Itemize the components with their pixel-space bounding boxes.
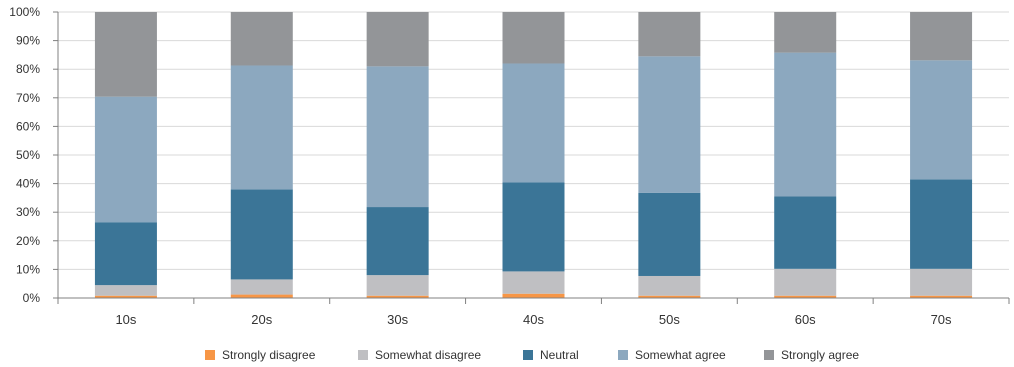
y-tick-label: 20% — [16, 234, 40, 248]
bar-segment — [910, 295, 973, 298]
bar-segment — [502, 182, 565, 272]
bar-segment — [774, 52, 837, 197]
x-tick-label: 40s — [523, 312, 544, 327]
y-tick-label: 90% — [16, 34, 40, 48]
y-tick-label: 30% — [16, 205, 40, 219]
bar-segment — [910, 60, 973, 180]
bar-segment — [774, 12, 837, 53]
legend-label: Strongly agree — [781, 348, 859, 362]
bar-segment — [366, 12, 429, 67]
bar-segment — [94, 222, 157, 286]
x-tick-label: 20s — [251, 312, 272, 327]
bar-segment — [638, 295, 701, 298]
legend-swatch — [764, 350, 774, 360]
bar-segment — [502, 63, 565, 183]
legend: Strongly disagree Somewhat disagree Neutra… — [205, 348, 859, 362]
bar-segment — [774, 295, 837, 298]
legend-label: Somewhat agree — [635, 348, 726, 362]
legend-swatch — [523, 350, 533, 360]
bar-segment — [94, 295, 157, 298]
bars — [94, 12, 973, 298]
bar-segment — [774, 196, 837, 269]
x-tick-label: 70s — [931, 312, 952, 327]
bar-segment — [230, 294, 293, 298]
bar-segment — [94, 96, 157, 223]
legend-label: Strongly disagree — [222, 348, 316, 362]
y-tick-labels: 0% 10% 20% 30% 40% 50% 60% 70% 80% 90% 100% — [9, 5, 40, 305]
bar-segment — [94, 285, 157, 296]
bar-segment — [502, 271, 565, 294]
bar-segment — [230, 189, 293, 280]
bar-segment — [638, 192, 701, 276]
bar-segment — [502, 12, 565, 64]
y-tick-label: 10% — [16, 262, 40, 276]
bar-segment — [910, 12, 973, 61]
x-tick-label: 50s — [659, 312, 680, 327]
bar-segment — [366, 295, 429, 298]
bar-segment — [230, 65, 293, 190]
bar-segment — [638, 275, 701, 296]
bar-segment — [230, 279, 293, 295]
legend-label: Somewhat disagree — [375, 348, 481, 362]
legend-swatch — [205, 350, 215, 360]
x-tick-label: 60s — [795, 312, 816, 327]
bar-segment — [910, 268, 973, 296]
legend-swatch — [618, 350, 628, 360]
bar-segment — [230, 12, 293, 66]
x-tick-label: 30s — [387, 312, 408, 327]
x-tick-labels: 10s 20s 30s 40s 50s 60s 70s — [115, 312, 952, 327]
y-tick-label: 60% — [16, 119, 40, 133]
y-tick-label: 50% — [16, 148, 40, 162]
legend-label: Neutral — [540, 348, 579, 362]
bar-segment — [502, 293, 565, 298]
bar-segment — [910, 179, 973, 269]
bar-segment — [638, 12, 701, 57]
y-tick-label: 80% — [16, 62, 40, 76]
bar-segment — [366, 66, 429, 208]
y-tick-label: 70% — [16, 91, 40, 105]
bar-segment — [366, 207, 429, 276]
bar-segment — [94, 12, 157, 97]
y-tick-label: 0% — [23, 291, 41, 305]
y-tick-label: 100% — [9, 5, 40, 19]
bar-segment — [638, 56, 701, 193]
bar-segment — [774, 268, 837, 296]
legend-swatch — [358, 350, 368, 360]
y-tick-label: 40% — [16, 177, 40, 191]
axes — [53, 11, 1010, 304]
bar-segment — [366, 275, 429, 296]
x-tick-label: 10s — [115, 312, 136, 327]
